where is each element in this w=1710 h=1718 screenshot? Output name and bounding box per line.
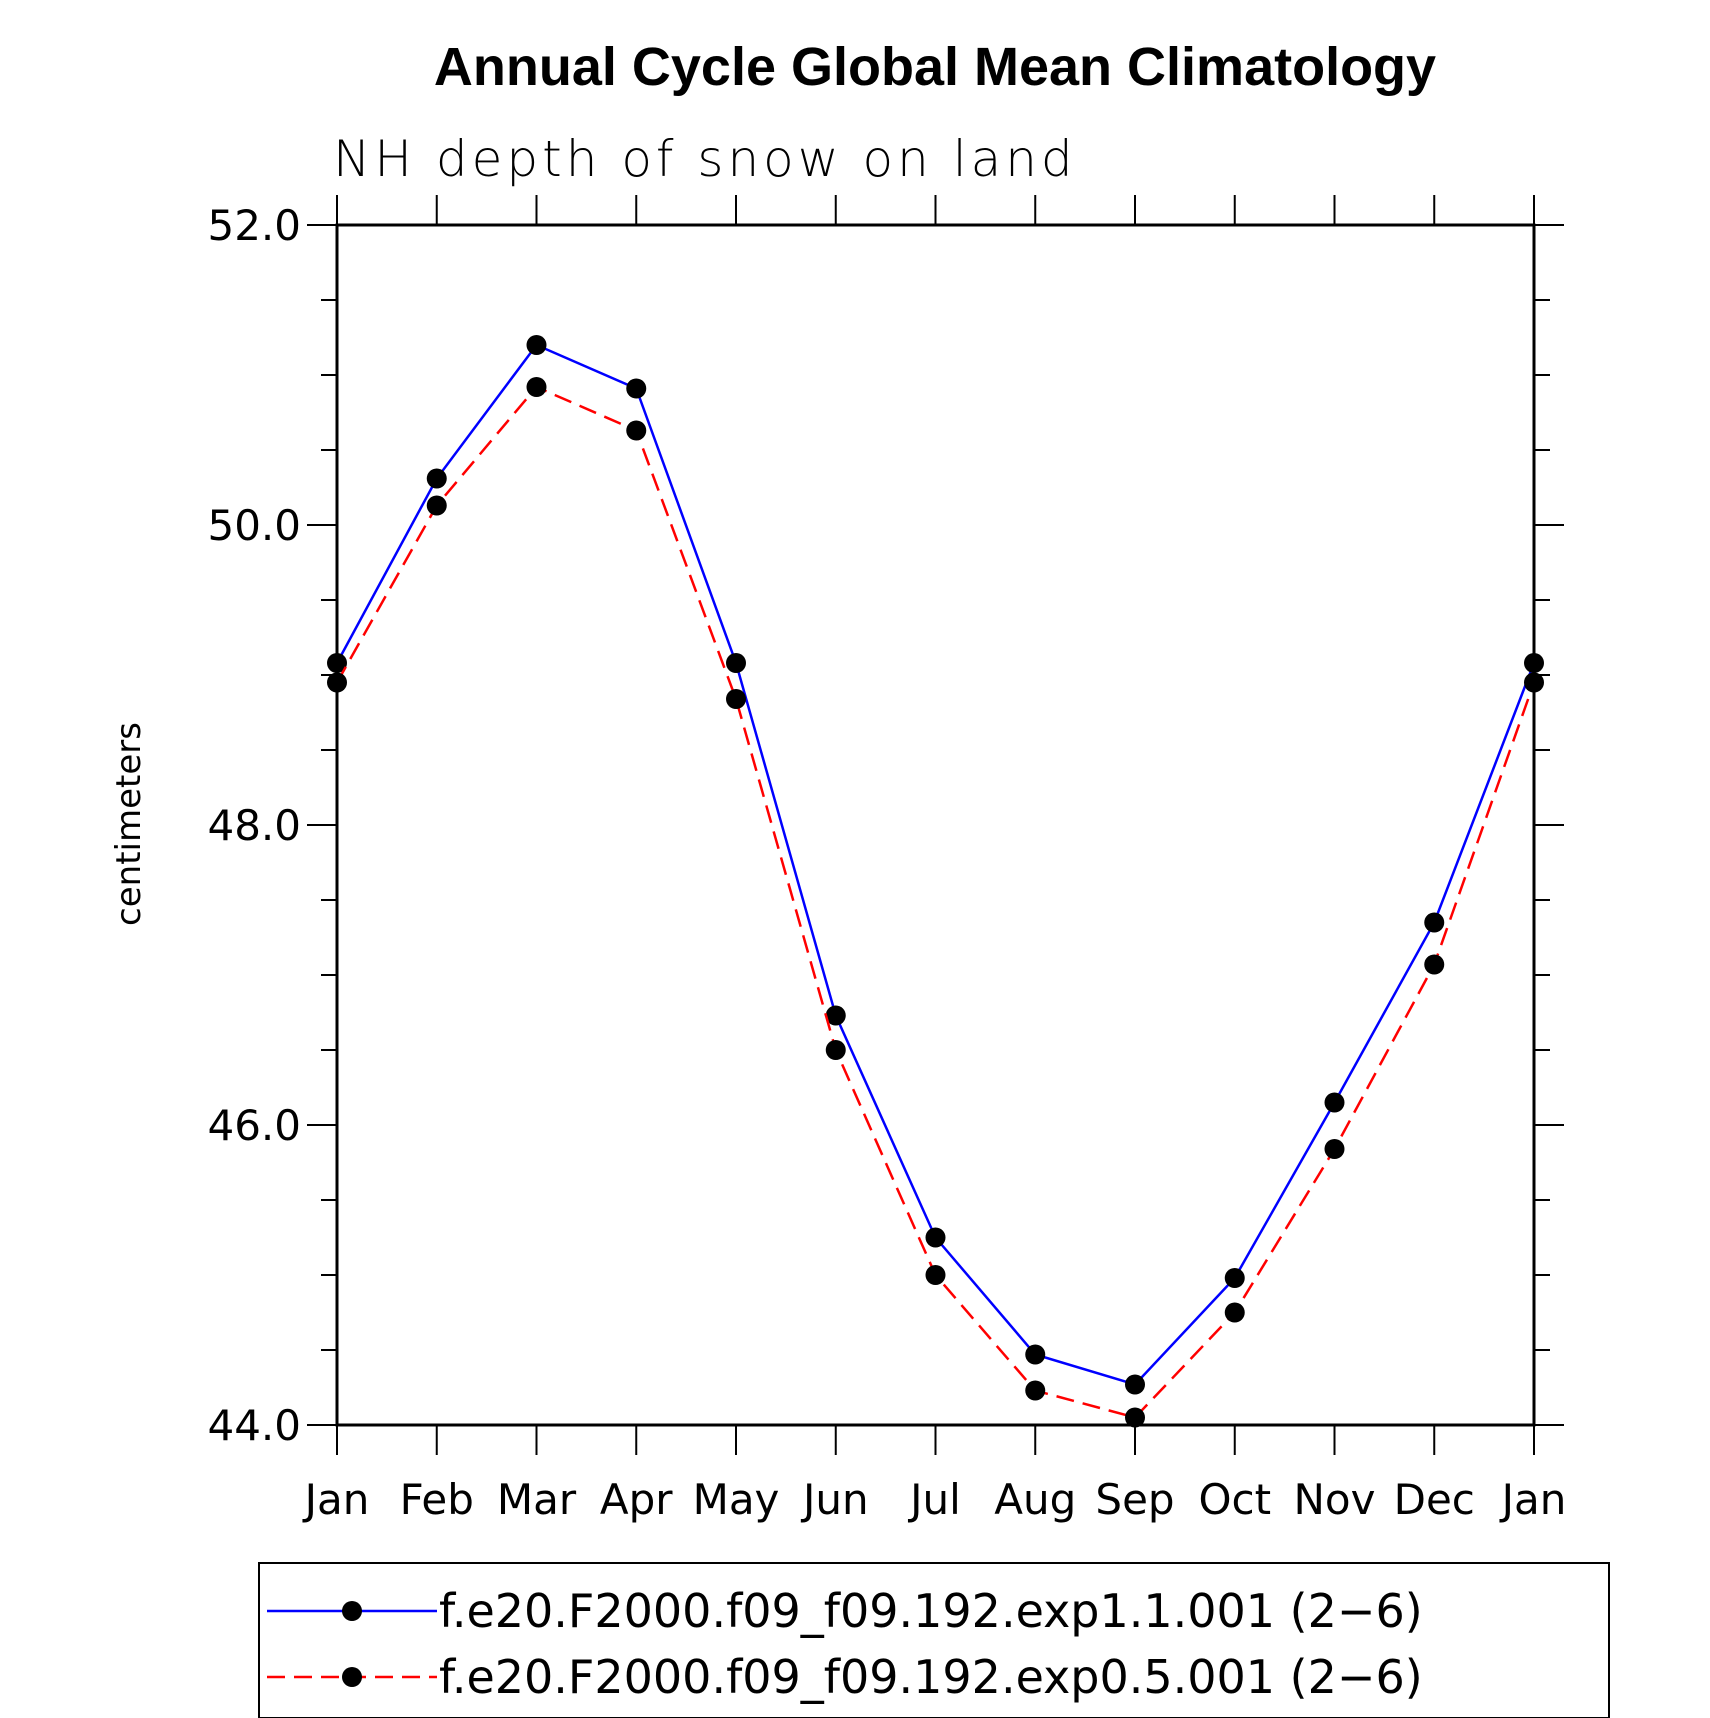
data-point [626,378,647,399]
x-tick-label: Feb [400,1475,474,1524]
data-point [925,1265,946,1285]
data-point [726,689,746,709]
series-2 [327,377,1544,1428]
data-point [526,377,547,397]
y-axis-label: centimeters [109,722,149,926]
legend-marker [342,1601,362,1621]
x-tick-label: Aug [994,1475,1076,1524]
x-tick-label: Apr [600,1475,673,1524]
data-point [1025,1344,1046,1365]
data-point [327,672,347,693]
series-line [335,385,1536,1419]
data-point [327,653,347,673]
y-tick-label: 48.0 [207,801,301,850]
legend: f.e20.F2000.f09_f09.192.exp1.1.001 (2−6)… [258,1562,1610,1718]
legend-label: f.e20.F2000.f09_f09.192.exp1.1.001 (2−6) [439,1584,1423,1638]
chart-subtitle: NH depth of snow on land [333,130,1077,188]
series-1 [327,335,1544,1395]
data-point [1224,1268,1245,1288]
x-tick-label: Nov [1294,1475,1376,1524]
data-point [1524,672,1544,693]
x-tick-label: Oct [1198,1475,1271,1524]
data-point [726,653,746,673]
x-tick-label: Jan [302,1475,370,1524]
y-tick-label: 44.0 [207,1401,301,1450]
data-point [825,1040,846,1060]
data-point [626,420,647,441]
data-point [925,1227,946,1248]
data-point [1324,1092,1345,1113]
data-point [1324,1139,1345,1159]
data-point [526,335,547,355]
legend-box [258,1562,1610,1718]
x-tick-label: Jul [907,1475,961,1524]
y-tick-label: 52.0 [207,201,301,250]
data-point [1125,1407,1145,1428]
x-tick-label: Sep [1095,1475,1174,1524]
x-tick-label: Jun [800,1475,869,1524]
x-tick-label: Mar [497,1475,577,1524]
legend-marker [342,1667,362,1687]
y-tick-label: 46.0 [207,1101,301,1150]
x-tick-label: Jan [1499,1475,1567,1524]
data-point [426,495,447,516]
data-point [1524,653,1544,673]
y-tick-label: 50.0 [207,501,301,550]
data-point [426,468,447,489]
data-point [1125,1374,1145,1395]
x-tick-label: May [693,1475,780,1524]
data-point [1424,912,1445,933]
data-point [1224,1302,1245,1323]
data-point [825,1005,846,1026]
axes: 44.0 46.0 48.0 50.0 52.0 Jan Feb Mar Apr May Jun Ju… [207,195,1566,1524]
chart-title: Annual Cycle Global Mean Climatology [434,37,1436,97]
x-tick-label: Dec [1394,1475,1475,1524]
data-point [1025,1380,1046,1401]
data-point [1424,954,1445,975]
series-layer [327,335,1544,1428]
legend-label: f.e20.F2000.f09_f09.192.exp0.5.001 (2−6) [439,1650,1423,1704]
